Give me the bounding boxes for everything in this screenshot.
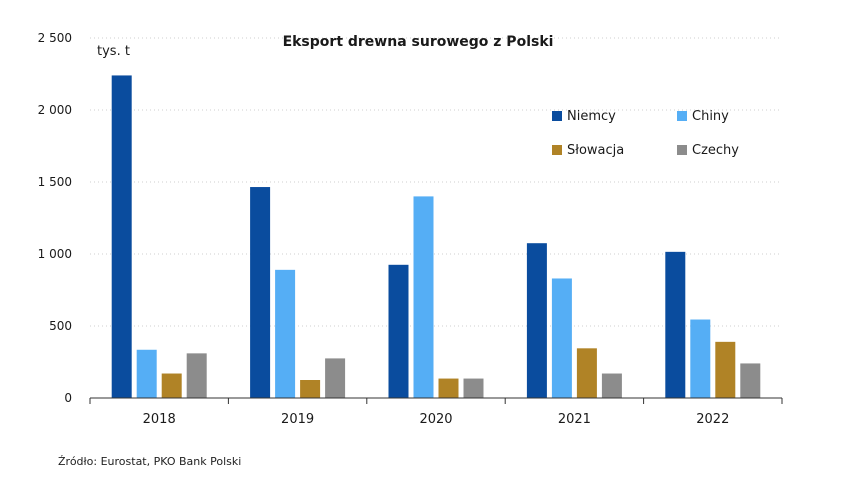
y-tick-label: 1 500 (38, 175, 72, 189)
y-axis-ticks: 0 500 1 000 1 500 2 000 2 500 (38, 31, 72, 405)
legend-item-słowacja: Słowacja (552, 143, 624, 158)
bar-czechy-2018 (186, 353, 207, 398)
bar-czechy-2020 (463, 378, 484, 398)
legend-label: Chiny (692, 109, 729, 124)
bar-chiny-2021 (551, 278, 572, 398)
bars (111, 75, 761, 398)
bar-czechy-2019 (325, 358, 346, 398)
legend-swatch (552, 111, 562, 121)
legend-swatch (552, 145, 562, 155)
bar-słowacja-2020 (438, 378, 459, 398)
y-tick-label: 2 000 (38, 103, 72, 117)
bar-niemcy-2018 (111, 75, 132, 398)
bar-słowacja-2021 (576, 348, 597, 398)
bar-niemcy-2021 (526, 243, 547, 398)
source-note: Źródło: Eurostat, PKO Bank Polski (58, 455, 242, 468)
bar-chiny-2020 (413, 196, 434, 398)
bar-słowacja-2022 (715, 341, 736, 398)
bar-chiny-2022 (690, 319, 711, 398)
bar-słowacja-2018 (161, 373, 182, 398)
y-tick-label: 500 (49, 319, 72, 333)
legend-item-chiny: Chiny (677, 109, 729, 124)
bar-czechy-2022 (740, 363, 761, 398)
legend-label: Słowacja (567, 143, 624, 158)
bar-chiny-2019 (275, 269, 296, 398)
legend-item-czechy: Czechy (677, 143, 739, 158)
chart-title: Eksport drewna surowego z Polski (283, 34, 554, 50)
bar-niemcy-2019 (250, 187, 271, 398)
y-tick-label: 2 500 (38, 31, 72, 45)
legend-swatch (677, 111, 687, 121)
x-axis: 2018 2019 2020 2021 2022 (89, 397, 783, 427)
bar-chiny-2018 (136, 349, 157, 398)
legend-swatch (677, 145, 687, 155)
x-tick-label: 2021 (558, 412, 591, 427)
legend-label: Czechy (692, 143, 739, 158)
x-tick-label: 2018 (143, 412, 176, 427)
unit-label: tys. t (97, 44, 130, 59)
bar-czechy-2021 (601, 373, 622, 398)
bar-niemcy-2022 (665, 251, 686, 398)
y-tick-label: 0 (64, 391, 72, 405)
x-tick-label: 2019 (281, 412, 314, 427)
legend-item-niemcy: Niemcy (552, 109, 616, 124)
x-tick-label: 2020 (419, 412, 452, 427)
bar-niemcy-2020 (388, 264, 409, 398)
x-tick-label: 2022 (696, 412, 729, 427)
legend: Niemcy Chiny Słowacja Czechy (552, 109, 739, 158)
bar-słowacja-2019 (300, 380, 321, 398)
y-tick-label: 1 000 (38, 247, 72, 261)
legend-label: Niemcy (567, 109, 616, 124)
